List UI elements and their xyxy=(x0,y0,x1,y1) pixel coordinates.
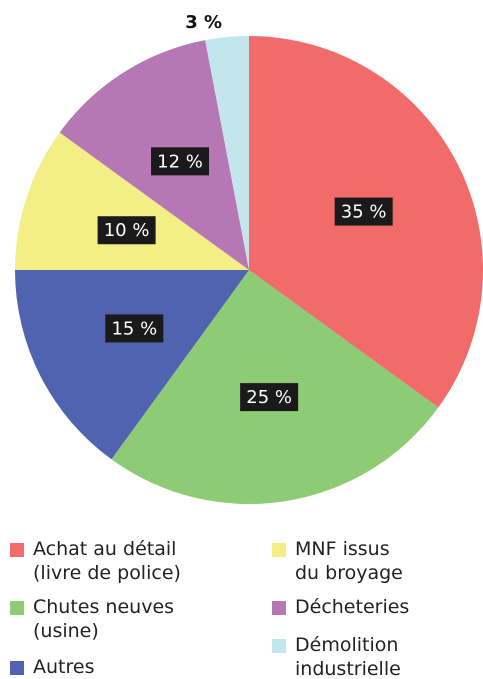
legend-label: Autres xyxy=(33,656,95,678)
data-label-group: 25 % xyxy=(240,383,299,412)
data-label-group: 15 % xyxy=(105,314,164,343)
legend-swatch xyxy=(272,543,286,557)
data-label-box xyxy=(97,216,156,245)
legend-label: Chutes neuves (usine) xyxy=(33,596,175,642)
legend-swatch xyxy=(272,601,286,615)
legend-label: MNF issus du broyage xyxy=(295,538,403,584)
legend-label: Décheteries xyxy=(295,596,410,618)
data-label-group: 35 % xyxy=(334,197,393,226)
data-label: 15 % xyxy=(111,318,157,339)
data-label-box xyxy=(151,147,210,176)
data-label-box xyxy=(240,383,299,412)
data-label: 25 % xyxy=(246,387,292,408)
data-label: 3 % xyxy=(185,12,222,33)
data-label: 10 % xyxy=(104,220,150,241)
data-label-box xyxy=(105,314,164,343)
data-label-group: 10 % xyxy=(97,216,156,245)
legend-swatch xyxy=(10,661,24,675)
legend-swatch xyxy=(10,601,24,615)
data-label: 35 % xyxy=(341,202,387,223)
pie-slice xyxy=(205,36,249,270)
legend-swatch xyxy=(10,543,24,557)
data-label-box xyxy=(334,197,393,226)
chart: 35 % 25 % 15 % 10 % 12 % 3 % xyxy=(15,12,483,504)
legend-label: Démolition industrielle xyxy=(295,634,401,679)
pie-slice xyxy=(15,132,249,270)
data-label: 12 % xyxy=(157,151,203,172)
legend-label: Achat au détail (livre de police) xyxy=(33,538,181,584)
pie-slice xyxy=(15,270,249,460)
legend-swatch xyxy=(272,639,286,653)
data-label-group: 12 % xyxy=(151,147,210,176)
